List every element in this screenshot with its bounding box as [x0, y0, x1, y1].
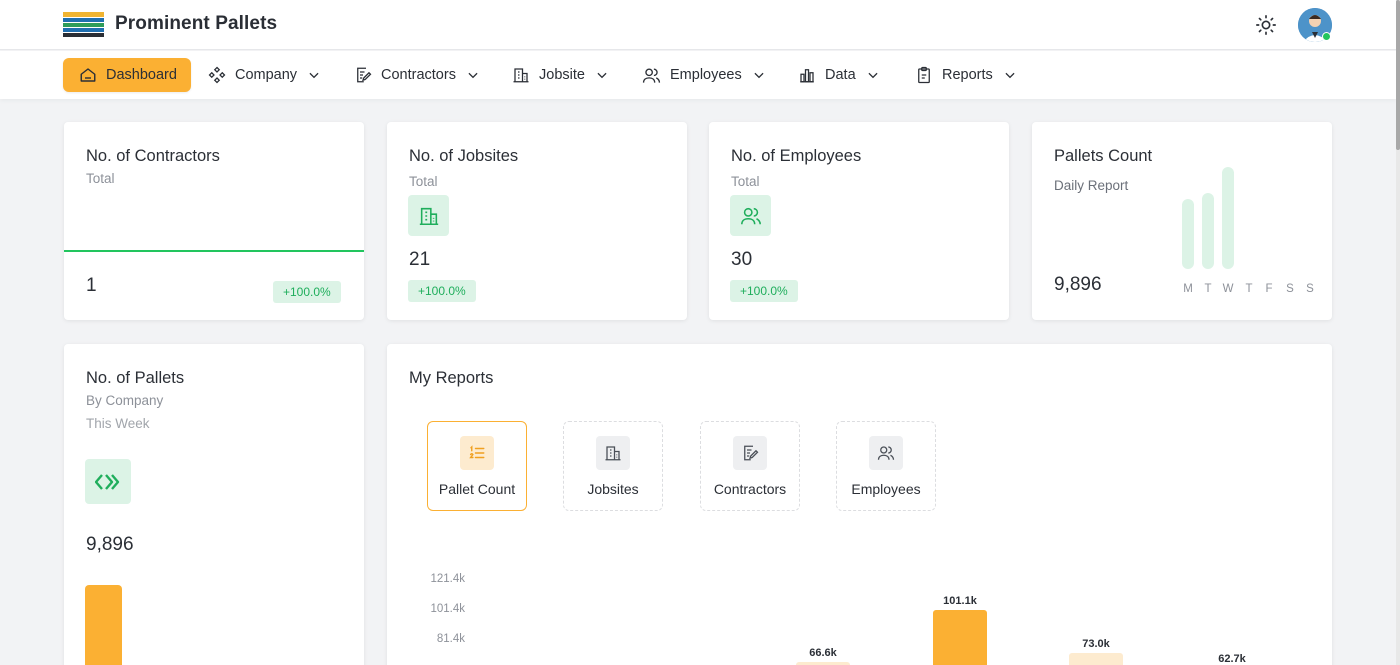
- tile-label: Employees: [851, 481, 921, 497]
- day-label: T: [1204, 283, 1212, 295]
- user-avatar-icon[interactable]: [1298, 8, 1332, 42]
- bar-chart-icon: [800, 69, 814, 83]
- nav-data-label: Data: [825, 67, 856, 83]
- card-subtitle: Daily Report: [1054, 178, 1129, 193]
- change-badge: +100.0%: [408, 280, 476, 302]
- home-icon: [80, 68, 96, 82]
- card-subtitle: Total: [731, 174, 760, 189]
- ordered-list-icon: [460, 436, 494, 470]
- building-icon: [513, 68, 529, 83]
- page-scrollbar[interactable]: [1396, 0, 1400, 665]
- bar-value-label: 101.1k: [943, 595, 977, 608]
- card-title: No. of Jobsites: [409, 147, 519, 165]
- day-label: T: [1245, 283, 1253, 295]
- card-subtitle: By Company: [86, 393, 164, 408]
- pallets-daily-count: 9,896: [1054, 274, 1102, 295]
- card-title: Pallets Count: [1054, 147, 1153, 165]
- nav-dashboard-label: Dashboard: [106, 67, 177, 83]
- online-status-indicator: [1322, 32, 1331, 41]
- card-subtitle: Total: [86, 171, 115, 186]
- pallets-week-count: 9,896: [86, 534, 134, 555]
- y-tick-label: 101.4k: [430, 603, 465, 615]
- daily-bar-mon: [1182, 199, 1194, 269]
- nav-reports[interactable]: Reports: [915, 58, 1017, 92]
- card-title: No. of Pallets: [86, 369, 185, 387]
- contractors-card[interactable]: No. of Contractors Total 1 +100.0%: [64, 122, 364, 320]
- brand-name[interactable]: Prominent Pallets: [115, 13, 278, 34]
- day-label: S: [1286, 283, 1294, 295]
- nav-dashboard[interactable]: Dashboard: [63, 58, 191, 92]
- chart-bar[interactable]: [796, 662, 850, 665]
- employees-count: 30: [731, 249, 753, 270]
- report-tile-jobsites[interactable]: Jobsites: [563, 421, 663, 511]
- tile-label: Jobsites: [587, 481, 639, 497]
- components-icon: [208, 66, 226, 84]
- contract-icon: [357, 67, 372, 83]
- building-icon: [408, 195, 449, 236]
- y-tick-label: 121.4k: [430, 573, 465, 585]
- double-chevron-icon: [85, 459, 131, 504]
- card-subtitle: Total: [409, 174, 438, 189]
- jobsites-card[interactable]: No. of Jobsites Total 21 +100.0%: [387, 122, 687, 320]
- pallets-by-company-card[interactable]: No. of Pallets By Company This Week 9,89…: [64, 344, 364, 665]
- nav-employees-label: Employees: [670, 67, 742, 83]
- nav-jobsite-label: Jobsite: [539, 67, 585, 83]
- chevron-down-icon: [1005, 72, 1015, 79]
- contractors-count: 1: [86, 275, 97, 296]
- daily-bar-wed: [1222, 167, 1234, 269]
- sun-icon[interactable]: [1255, 14, 1277, 36]
- nav-employees[interactable]: Employees: [642, 58, 766, 92]
- company-bar: [85, 585, 122, 665]
- users-icon: [642, 67, 661, 83]
- building-icon: [596, 436, 630, 470]
- trend-line: [64, 250, 364, 252]
- day-label: M: [1183, 283, 1193, 295]
- change-badge: +100.0%: [730, 280, 798, 302]
- nav-company-label: Company: [235, 67, 298, 83]
- scrollbar-thumb[interactable]: [1396, 0, 1400, 150]
- report-tile-pallet-count[interactable]: Pallet Count: [427, 421, 527, 511]
- chart-bar[interactable]: [933, 610, 987, 665]
- nav-data[interactable]: Data: [798, 58, 880, 92]
- card-title: My Reports: [409, 369, 494, 387]
- nav-contractors[interactable]: Contractors: [354, 58, 480, 92]
- nav-reports-label: Reports: [942, 67, 993, 83]
- tile-label: Contractors: [713, 481, 787, 497]
- day-label: F: [1265, 283, 1273, 295]
- chevron-down-icon: [309, 72, 319, 79]
- bar-value-label: 73.0k: [1082, 637, 1110, 650]
- day-label: S: [1306, 283, 1314, 295]
- y-tick-label: 81.4k: [436, 633, 465, 645]
- chevron-down-icon: [868, 72, 878, 79]
- day-label: W: [1222, 283, 1234, 295]
- card-period: This Week: [86, 416, 150, 431]
- report-tile-employees[interactable]: Employees: [836, 421, 936, 511]
- bar-value-label: 62.7k: [1218, 653, 1246, 665]
- employees-card[interactable]: No. of Employees Total 30 +100.0%: [709, 122, 1009, 320]
- nav-jobsite[interactable]: Jobsite: [512, 58, 609, 92]
- card-title: No. of Employees: [731, 147, 862, 165]
- chevron-down-icon: [468, 72, 478, 79]
- pallet-logo-icon: [63, 12, 104, 37]
- report-tile-contractors[interactable]: Contractors: [700, 421, 800, 511]
- bar-value-label: 66.6k: [809, 647, 837, 660]
- nav-company[interactable]: Company: [208, 58, 321, 92]
- contract-icon: [733, 436, 767, 470]
- nav-contractors-label: Contractors: [381, 67, 456, 83]
- chevron-down-icon: [597, 72, 607, 79]
- users-icon: [730, 195, 771, 236]
- users-icon: [869, 436, 903, 470]
- tile-label: Pallet Count: [438, 481, 516, 497]
- daily-bar-tue: [1202, 193, 1214, 269]
- card-title: No. of Contractors: [86, 147, 220, 165]
- jobsites-count: 21: [409, 249, 431, 270]
- chart-bar[interactable]: [1069, 652, 1123, 665]
- chevron-down-icon: [754, 72, 764, 79]
- top-bar: Prominent Pallets: [0, 0, 1396, 50]
- change-badge: +100.0%: [273, 281, 341, 303]
- clipboard-icon: [918, 66, 930, 84]
- main-nav: Dashboard Company Contractors Jobsite Em…: [0, 51, 1396, 99]
